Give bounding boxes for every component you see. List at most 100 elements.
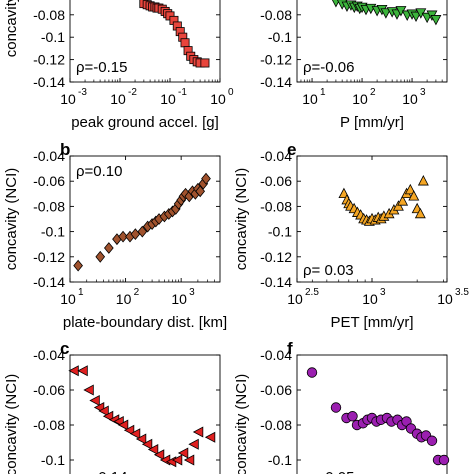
- data-point: [135, 433, 147, 445]
- y-tick-label: -0.06: [33, 382, 65, 398]
- y-tick-label: -0.04: [260, 347, 292, 363]
- data-point: [380, 8, 392, 19]
- y-tick-label: -0.14: [260, 274, 292, 290]
- data-point: [397, 195, 409, 206]
- x-tick-label: 10: [160, 91, 176, 107]
- plot-frame: [296, 0, 448, 83]
- x-tick-exponent: 1: [78, 287, 84, 298]
- data-point: [408, 190, 420, 201]
- y-tick-label: -0.06: [260, 173, 292, 189]
- data-points: [331, 0, 442, 26]
- y-axis-label: concavity: [3, 0, 20, 57]
- data-point: [171, 454, 183, 466]
- y-axis-label: concavity (NCI): [3, 374, 20, 474]
- y-tick-label: -0.14: [260, 74, 292, 90]
- y-tick-label: -0.14: [33, 74, 65, 90]
- y-axis-label: concavity (NCI): [3, 168, 20, 271]
- data-points: [338, 175, 429, 226]
- x-tick-exponent: 2: [370, 87, 376, 98]
- panel-letter: f: [287, 339, 293, 358]
- data-point: [153, 449, 165, 461]
- x-tick-exponent: 3: [420, 87, 426, 98]
- y-tick-label: -0.08: [33, 417, 65, 433]
- y-tick-label: -0.1: [268, 224, 292, 240]
- x-tick-label: 10: [402, 91, 418, 107]
- y-tick-label: -0.08: [33, 198, 65, 214]
- data-point: [417, 175, 429, 186]
- data-points: [139, 0, 210, 68]
- data-point: [188, 438, 199, 450]
- x-tick-exponent: 3.5: [455, 287, 469, 298]
- data-point: [147, 444, 159, 455]
- data-point: [83, 384, 94, 396]
- x-tick-label: 10: [210, 91, 226, 107]
- x-tick-label: 10: [110, 91, 126, 107]
- x-tick-label: 10: [171, 291, 187, 307]
- y-tick-label: -0.14: [33, 274, 65, 290]
- x-tick-exponent: -2: [128, 87, 137, 98]
- x-tick-label: 10: [60, 91, 76, 107]
- panel-letter: b: [60, 140, 70, 159]
- x-tick-exponent: 0: [228, 87, 234, 98]
- x-tick-exponent: -3: [78, 87, 87, 98]
- x-axis-label: PET [mm/yr]: [330, 314, 413, 331]
- x-axis-label: plate-boundary dist. [km]: [63, 314, 227, 331]
- correlation-annotation: ρ=-0.05: [303, 469, 354, 474]
- data-point: [192, 426, 204, 438]
- x-tick-exponent: 2.5: [305, 287, 319, 298]
- correlation-annotation: ρ= 0.03: [303, 262, 354, 279]
- data-point: [330, 402, 342, 413]
- data-points: [68, 365, 216, 468]
- data-point: [129, 428, 141, 440]
- data-point: [414, 207, 426, 219]
- data-point: [438, 454, 450, 466]
- x-axis-label: peak ground accel. [g]: [71, 114, 219, 131]
- data-points: [73, 172, 211, 272]
- data-point: [137, 225, 148, 238]
- x-tick-label: 10: [362, 291, 378, 307]
- data-points: [306, 367, 450, 466]
- data-point: [195, 185, 206, 198]
- y-tick-label: -0.12: [260, 52, 292, 68]
- x-tick-exponent: 3: [189, 287, 195, 298]
- x-tick-exponent: 1: [320, 87, 326, 98]
- data-point: [77, 365, 88, 377]
- data-point: [183, 454, 195, 466]
- y-tick-label: -0.1: [41, 29, 65, 45]
- y-tick-label: -0.12: [33, 52, 65, 68]
- x-tick-label: 10: [287, 291, 303, 307]
- correlation-annotation: ρ=0.10: [76, 163, 123, 180]
- x-tick-label: 10: [116, 291, 132, 307]
- y-tick-label: -0.04: [33, 148, 65, 164]
- data-point: [73, 259, 83, 272]
- data-point: [347, 411, 358, 422]
- data-point: [306, 367, 318, 378]
- panel-letter: e: [287, 140, 296, 159]
- panel-f: -0.04 -0.06 -0.08 -0.1 ρ=-0.05 concavity (NCI…: [233, 339, 450, 474]
- y-tick-label: -0.1: [41, 224, 65, 240]
- data-point: [89, 395, 100, 406]
- x-tick-exponent: 2: [134, 287, 140, 298]
- y-tick-label: -0.08: [260, 198, 292, 214]
- data-point: [104, 242, 114, 254]
- data-point: [102, 410, 114, 422]
- y-axis-label: concavity (NCI): [233, 168, 250, 271]
- data-point: [201, 172, 211, 185]
- correlation-annotation: ρ=-0.15: [76, 59, 127, 76]
- y-tick-label: -0.1: [268, 452, 292, 468]
- y-axis-label: concavity (NCI): [233, 374, 250, 474]
- data-point: [430, 15, 442, 26]
- x-tick-label: 10: [302, 91, 318, 107]
- correlation-annotation: ρ=-0.14: [76, 469, 127, 474]
- x-tick-exponent: -1: [178, 87, 187, 98]
- x-tick-label: 10: [60, 291, 76, 307]
- y-tick-label: -0.12: [260, 249, 292, 265]
- data-point: [180, 38, 190, 48]
- data-point: [118, 230, 128, 243]
- x-tick-exponent: 3: [380, 287, 386, 298]
